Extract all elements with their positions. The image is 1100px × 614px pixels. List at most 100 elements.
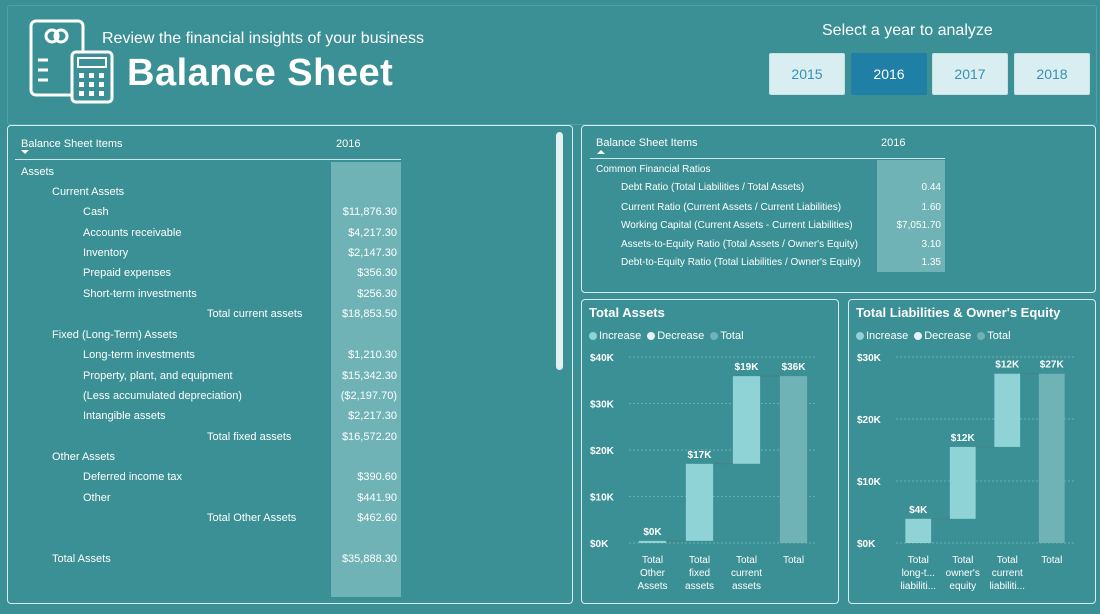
table-row-label: Deferred income tax (83, 471, 183, 483)
x-category-label: Other (640, 568, 666, 579)
year-button-2016[interactable]: 2016 (851, 53, 927, 95)
table-row-value: $16,572.20 (341, 431, 397, 443)
data-label: $12K (995, 360, 1020, 371)
table-row-value: $4,217.30 (348, 227, 397, 239)
table-row-label: Assets (21, 166, 55, 178)
y-tick-label: $20K (590, 446, 615, 457)
waterfall-bar (638, 540, 667, 543)
table-row-value: $256.30 (357, 288, 397, 300)
table-row-label: Cash (83, 206, 109, 218)
table-row-label: Short-term investments (83, 288, 197, 300)
data-label: $36K (782, 362, 807, 373)
year-button-2015[interactable]: 2015 (769, 53, 845, 95)
data-label: $19K (735, 362, 760, 373)
table-row-label: Prepaid expenses (83, 267, 172, 279)
ratio-row-label: Debt Ratio (Total Liabilities / Total As… (621, 182, 805, 193)
chart-legend-assets: Increase Decrease Total (589, 330, 744, 342)
x-category-label: long-t... (902, 568, 935, 579)
waterfall-bar (1038, 373, 1065, 543)
column-header-items[interactable]: Balance Sheet Items (21, 138, 123, 150)
financial-ratios-panel (581, 125, 1096, 293)
table-row-value: $2,147.30 (348, 247, 397, 259)
table-row-label: Property, plant, and equipment (83, 370, 233, 382)
x-category-label: Total (997, 555, 1018, 566)
x-category-label: Assets (637, 581, 667, 592)
ratio-row-label: Current Ratio (Current Assets / Current … (621, 202, 842, 213)
table-row-value: $462.60 (357, 512, 397, 524)
ratio-row-label: Assets-to-Equity Ratio (Total Assets / O… (621, 239, 858, 250)
table-row-label: Total Other Assets (207, 512, 297, 524)
x-category-label: owner's (946, 568, 980, 579)
page-title: Balance Sheet (127, 52, 394, 94)
table-row-value: $441.90 (357, 492, 397, 504)
ratio-row-value: 3.10 (921, 239, 941, 250)
y-tick-label: $10K (590, 493, 615, 504)
table-row-value: $35,888.30 (341, 553, 397, 565)
table-row-label: Inventory (83, 247, 129, 259)
table-row-label: (Less accumulated depreciation) (83, 390, 242, 402)
sort-asc-icon[interactable] (597, 150, 605, 154)
legend-decrease[interactable]: Decrease (914, 330, 971, 342)
total-assets-waterfall-chart: $0K $10K $20K $30K $40K $0K Total Other Assets $1… (590, 353, 817, 592)
data-label: $4K (909, 505, 928, 516)
x-category-label: Total (952, 555, 973, 566)
y-tick-label: $0K (857, 539, 876, 550)
chart-title-total-assets: Total Assets (589, 305, 665, 320)
liabilities-equity-waterfall-chart: $0K $10K $20K $30K $4K Total long-t... liabilit… (857, 353, 1074, 592)
x-category-label: Total (783, 555, 804, 566)
ratios-group-label: Common Financial Ratios (596, 164, 711, 175)
data-label: $17K (688, 450, 713, 461)
ratios-header-items[interactable]: Balance Sheet Items (596, 137, 698, 149)
ratio-row-value: 1.35 (921, 257, 941, 268)
ratio-row-value: 0.44 (921, 182, 941, 193)
total-assets-chart-panel (581, 299, 839, 604)
ratios-header-year[interactable]: 2016 (881, 137, 906, 149)
column-header-year[interactable]: 2016 (336, 138, 361, 150)
legend-increase[interactable]: Increase (856, 330, 908, 342)
balance-sheet-table-panel (7, 125, 573, 604)
waterfall-bar (994, 373, 1021, 447)
chart-legend-liabilities: Increase Decrease Total (856, 330, 1011, 342)
table-row-label: Other (83, 492, 111, 504)
legend-total[interactable]: Total (710, 330, 744, 342)
x-category-label: Total (736, 555, 757, 566)
table-row-label: Current Assets (52, 186, 125, 198)
legend-increase[interactable]: Increase (589, 330, 641, 342)
table-row-label: Other Assets (52, 451, 115, 463)
y-tick-label: $40K (590, 353, 615, 364)
x-category-label: assets (685, 581, 714, 592)
waterfall-bar (779, 376, 808, 543)
value-column-highlight (331, 162, 401, 597)
table-scrollbar[interactable] (556, 132, 563, 370)
y-tick-label: $0K (590, 539, 609, 550)
legend-decrease[interactable]: Decrease (647, 330, 704, 342)
year-button-2017[interactable]: 2017 (932, 53, 1008, 95)
year-button-2018[interactable]: 2018 (1014, 53, 1090, 95)
x-category-label: liabiliti... (900, 581, 936, 592)
x-category-label: liabiliti... (989, 581, 1025, 592)
data-label: $27K (1040, 360, 1065, 371)
table-row-label: Intangible assets (83, 410, 166, 422)
table-row-label: Fixed (Long-Term) Assets (52, 329, 178, 341)
table-row-value: $2,217.30 (348, 410, 397, 422)
x-category-label: equity (949, 581, 976, 592)
x-category-label: current (731, 568, 762, 579)
table-row-label: Total current assets (207, 308, 303, 320)
legend-total[interactable]: Total (977, 330, 1011, 342)
waterfall-bar (905, 518, 932, 543)
y-tick-label: $30K (590, 400, 615, 411)
x-category-label: current (992, 568, 1023, 579)
table-row-label: Total fixed assets (207, 431, 292, 443)
y-tick-label: $30K (857, 353, 882, 364)
x-category-label: Total (908, 555, 929, 566)
sort-desc-icon[interactable] (21, 150, 29, 154)
page-subtitle: Review the financial insights of your bu… (102, 30, 424, 47)
table-row-value: $1,210.30 (348, 349, 397, 361)
ratio-row-value: 1.60 (921, 202, 941, 213)
header-divider (15, 159, 401, 160)
table-row-value: $15,342.30 (341, 370, 397, 382)
finance-calculator-icon (28, 18, 118, 108)
chart-title-liabilities-equity: Total Liabilities & Owner's Equity (856, 305, 1061, 320)
waterfall-bar (732, 376, 761, 464)
table-row-value: $356.30 (357, 267, 397, 279)
